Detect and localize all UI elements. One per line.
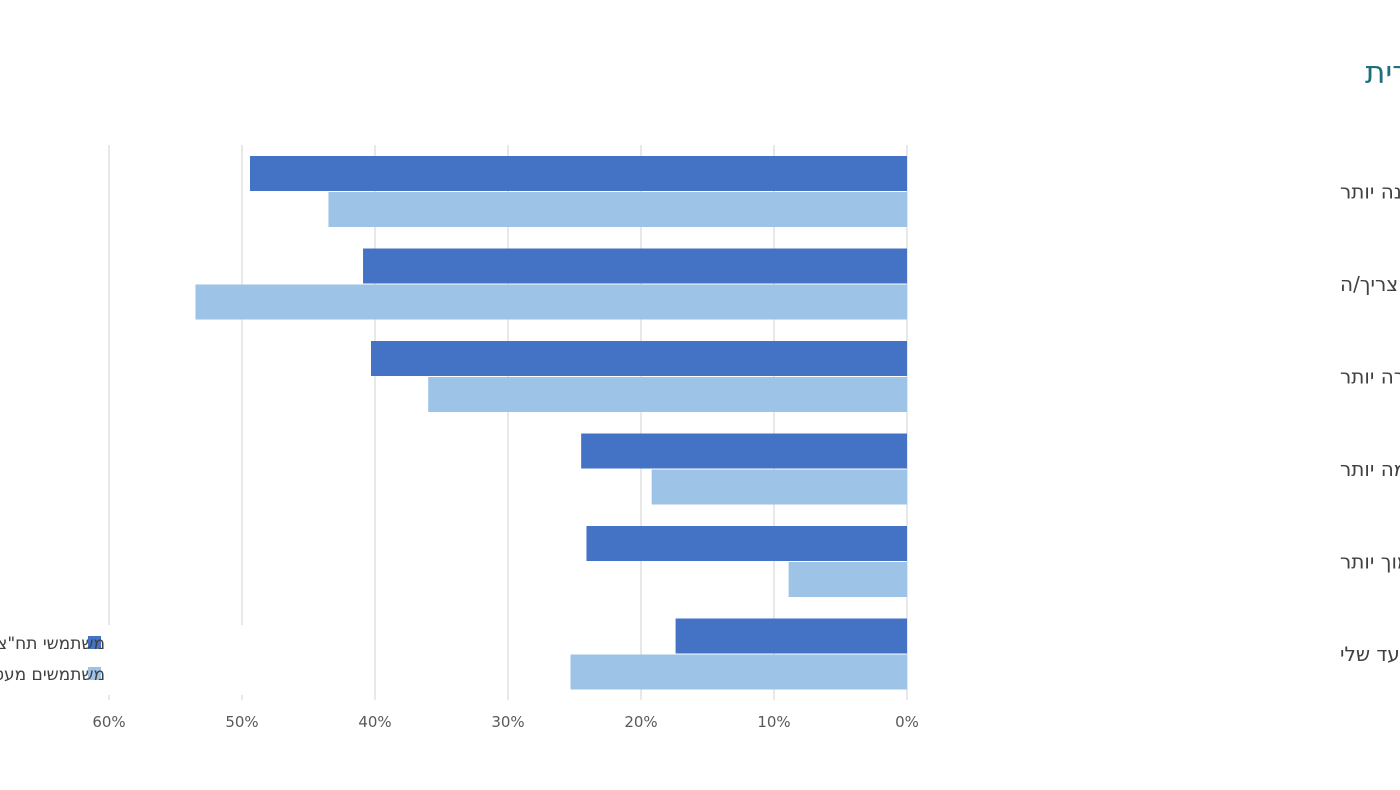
x-tick-label: 60% xyxy=(92,713,125,731)
bar xyxy=(363,248,907,284)
chart-title: מה יגרום לך להגברת השימוש בתחבורה ציבורי… xyxy=(1365,55,1400,91)
x-tick-label: 30% xyxy=(491,713,524,731)
bar xyxy=(371,341,907,376)
x-tick-label: 40% xyxy=(358,713,391,731)
bar xyxy=(788,562,907,597)
bar xyxy=(249,156,908,191)
x-tick-label: 20% xyxy=(624,713,657,731)
bar xyxy=(675,618,907,654)
x-tick-label: 50% xyxy=(225,713,258,731)
category-label: תחנה קרובה יותר לנקודת המוצא/ליעד שלי xyxy=(1340,642,1400,666)
legend-swatch xyxy=(88,667,101,680)
category-label: תחבורה ציבורית במסלולים שאני צריך/ה xyxy=(1340,272,1400,296)
category-label: חווית נסיעה נעימה יותר xyxy=(1340,457,1400,481)
bar xyxy=(328,192,907,227)
legend-swatch xyxy=(88,636,101,649)
bar xyxy=(570,654,907,690)
bar xyxy=(586,526,907,561)
bar xyxy=(428,377,907,412)
bar xyxy=(581,433,907,469)
x-tick-label: 10% xyxy=(757,713,790,731)
category-label: מחיר נסיעה נמוך יותר xyxy=(1340,549,1400,573)
legend-label: משתמשים מעט או בכלל לא xyxy=(0,665,105,685)
legend-background xyxy=(80,625,350,695)
category-label: תחבורה הציבורית אמינה יותר xyxy=(1340,179,1400,203)
bar xyxy=(651,469,907,505)
category-label: תחבורה הציבורית מהירה יותר xyxy=(1340,364,1400,388)
legend-label: משתמשי תח"צ תדירים xyxy=(0,634,105,654)
x-tick-label: 0% xyxy=(895,713,919,731)
bar xyxy=(195,284,907,320)
